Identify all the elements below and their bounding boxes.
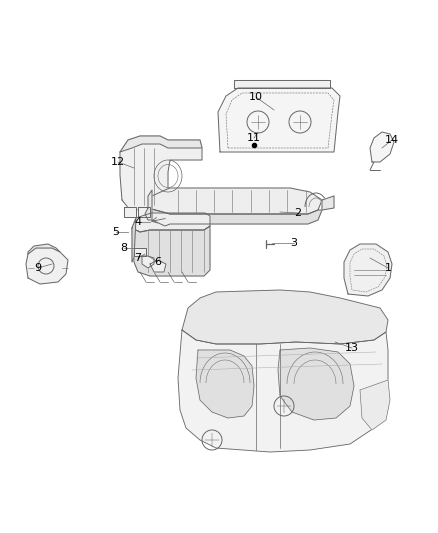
Polygon shape — [234, 80, 330, 88]
Text: 6: 6 — [155, 257, 162, 267]
Polygon shape — [26, 248, 68, 284]
Polygon shape — [322, 196, 334, 210]
Text: 5: 5 — [113, 227, 120, 237]
Text: 8: 8 — [120, 243, 127, 253]
Polygon shape — [360, 380, 390, 430]
Text: 12: 12 — [111, 157, 125, 167]
Polygon shape — [142, 256, 154, 268]
Polygon shape — [145, 190, 152, 220]
Text: 4: 4 — [134, 217, 141, 227]
Polygon shape — [132, 218, 136, 262]
Text: 7: 7 — [134, 253, 141, 263]
Polygon shape — [28, 244, 60, 254]
Polygon shape — [148, 188, 322, 214]
Polygon shape — [148, 208, 322, 226]
Polygon shape — [134, 248, 146, 256]
Polygon shape — [120, 136, 202, 210]
Text: 2: 2 — [294, 208, 301, 218]
Polygon shape — [132, 213, 210, 232]
Text: 11: 11 — [247, 133, 261, 143]
Text: 14: 14 — [385, 135, 399, 145]
Polygon shape — [370, 132, 394, 162]
Text: 3: 3 — [290, 238, 297, 248]
Text: 9: 9 — [35, 263, 42, 273]
Polygon shape — [278, 348, 354, 420]
Polygon shape — [178, 330, 388, 452]
Text: 1: 1 — [385, 263, 392, 273]
Polygon shape — [138, 207, 150, 217]
Polygon shape — [120, 136, 202, 152]
Polygon shape — [344, 244, 392, 296]
Polygon shape — [182, 290, 388, 344]
Text: 13: 13 — [345, 343, 359, 353]
Polygon shape — [124, 207, 136, 217]
Polygon shape — [218, 88, 340, 152]
Text: 10: 10 — [249, 92, 263, 102]
Polygon shape — [196, 350, 254, 418]
Polygon shape — [150, 260, 166, 272]
Polygon shape — [132, 226, 210, 276]
